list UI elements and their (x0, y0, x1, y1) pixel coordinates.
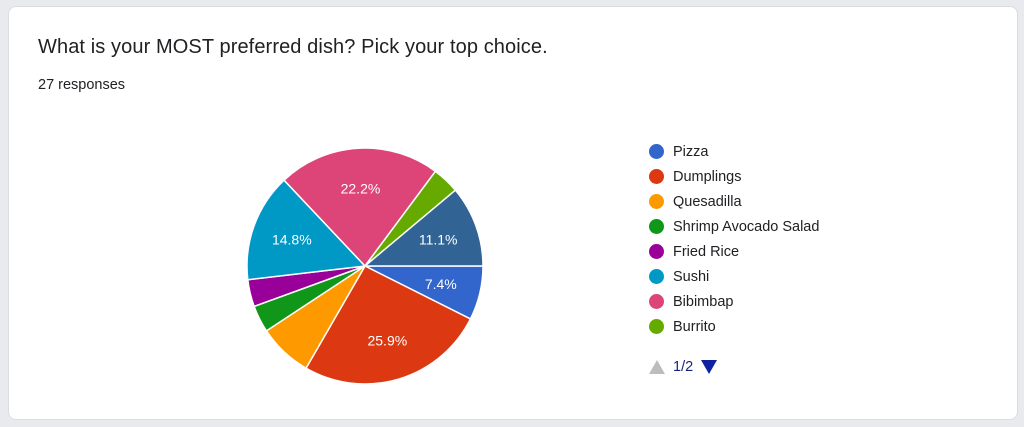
legend-swatch (649, 269, 664, 284)
legend-label: Bibimbap (673, 293, 734, 310)
pie-slice-sushi[interactable] (246, 179, 367, 281)
slice-label: 14.8% (272, 231, 312, 247)
slice-label: 22.2% (341, 180, 381, 196)
legend-swatch (649, 169, 664, 184)
legend-item: Fried Rice (649, 239, 819, 264)
legend-item: Burrito (649, 314, 819, 339)
pie-slice-dumplings[interactable] (304, 265, 472, 385)
legend-swatch (649, 244, 664, 259)
legend-item: Pizza (649, 139, 819, 164)
legend-swatch (649, 294, 664, 309)
pie-chart-svg: 7.4% 25.9% 14.8% 22.2% 11.1% (246, 147, 484, 385)
legend-pager: 1/2 (649, 359, 718, 375)
legend-item: Bibimbap (649, 289, 819, 314)
legend-swatch (649, 319, 664, 334)
legend-swatch (649, 194, 664, 209)
pie-chart: 7.4% 25.9% 14.8% 22.2% 11.1% (209, 115, 509, 415)
legend-label: Shrimp Avocado Salad (673, 218, 820, 235)
pie-slice-other[interactable] (362, 189, 484, 267)
chart-legend: Pizza Dumplings Quesadilla Shrimp Avocado S… (649, 139, 819, 339)
slice-label: 7.4% (425, 276, 457, 292)
question-title: What is your MOST preferred dish? Pick y… (38, 36, 548, 58)
pager-text: 1/2 (673, 359, 694, 375)
legend-item: Quesadilla (649, 189, 819, 214)
legend-item: Dumplings (649, 164, 819, 189)
legend-swatch (649, 144, 664, 159)
legend-label: Fried Rice (673, 243, 740, 260)
triangle-down-icon[interactable] (701, 360, 718, 374)
legend-label: Burrito (673, 318, 716, 335)
triangle-up-icon (649, 360, 665, 374)
slice-label: 25.9% (367, 333, 407, 349)
legend-item: Shrimp Avocado Salad (649, 214, 819, 239)
pie-slice-bibimbap[interactable] (282, 147, 437, 268)
question-card: What is your MOST preferred dish? Pick y… (8, 6, 1018, 420)
legend-swatch (649, 219, 664, 234)
legend-item: Sushi (649, 264, 819, 289)
legend-label: Pizza (673, 143, 709, 160)
legend-label: Quesadilla (673, 193, 742, 210)
slice-label: 11.1% (419, 231, 458, 247)
response-count: 27 responses (38, 77, 126, 93)
legend-label: Dumplings (673, 168, 742, 185)
legend-label: Sushi (673, 268, 710, 285)
